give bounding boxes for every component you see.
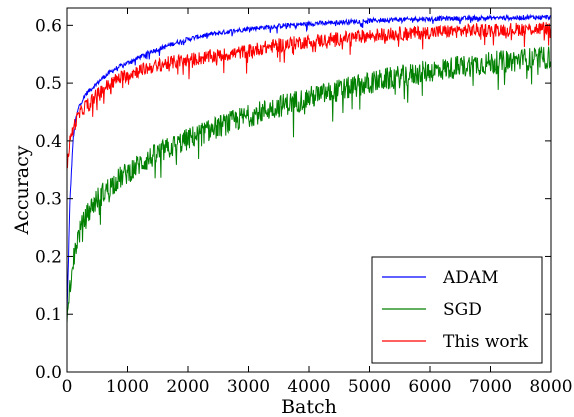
x-tick-label: 8000 [529,377,572,397]
x-tick-label: 4000 [287,377,330,397]
y-tick-label: 0.5 [35,74,62,94]
ticks-layer: 0 1000 2000 3000 4000 5000 6000 7000 8000 0.0 0.1 0… [35,8,573,397]
series-layer [67,13,551,324]
x-tick-label: 3000 [227,377,270,397]
y-tick-label: 0.0 [35,363,62,383]
x-tick-label: 7000 [469,377,512,397]
y-axis-label: Accuracy [11,145,33,235]
x-tick-label: 0 [62,377,73,397]
x-tick-label: 2000 [166,377,209,397]
y-tick-label: 0.4 [35,132,62,152]
y-tick-label: 0.1 [35,305,62,325]
x-axis-label: Batch [281,396,337,417]
legend-label: SGD [443,300,482,320]
series-line-sgd [67,46,551,324]
x-tick-label: 1000 [106,377,149,397]
legend: ADAM SGD This work [371,256,543,364]
y-tick-label: 0.3 [35,190,62,210]
legend-box [371,256,543,364]
y-tick-label: 0.2 [35,247,62,267]
legend-label: This work [443,332,529,352]
y-tick-label: 0.6 [35,16,62,36]
series-line-adam [67,13,551,314]
legend-label: ADAM [442,268,499,288]
series-line-this-work [67,21,551,169]
x-tick-label: 5000 [348,377,391,397]
x-tick-label: 6000 [408,377,451,397]
